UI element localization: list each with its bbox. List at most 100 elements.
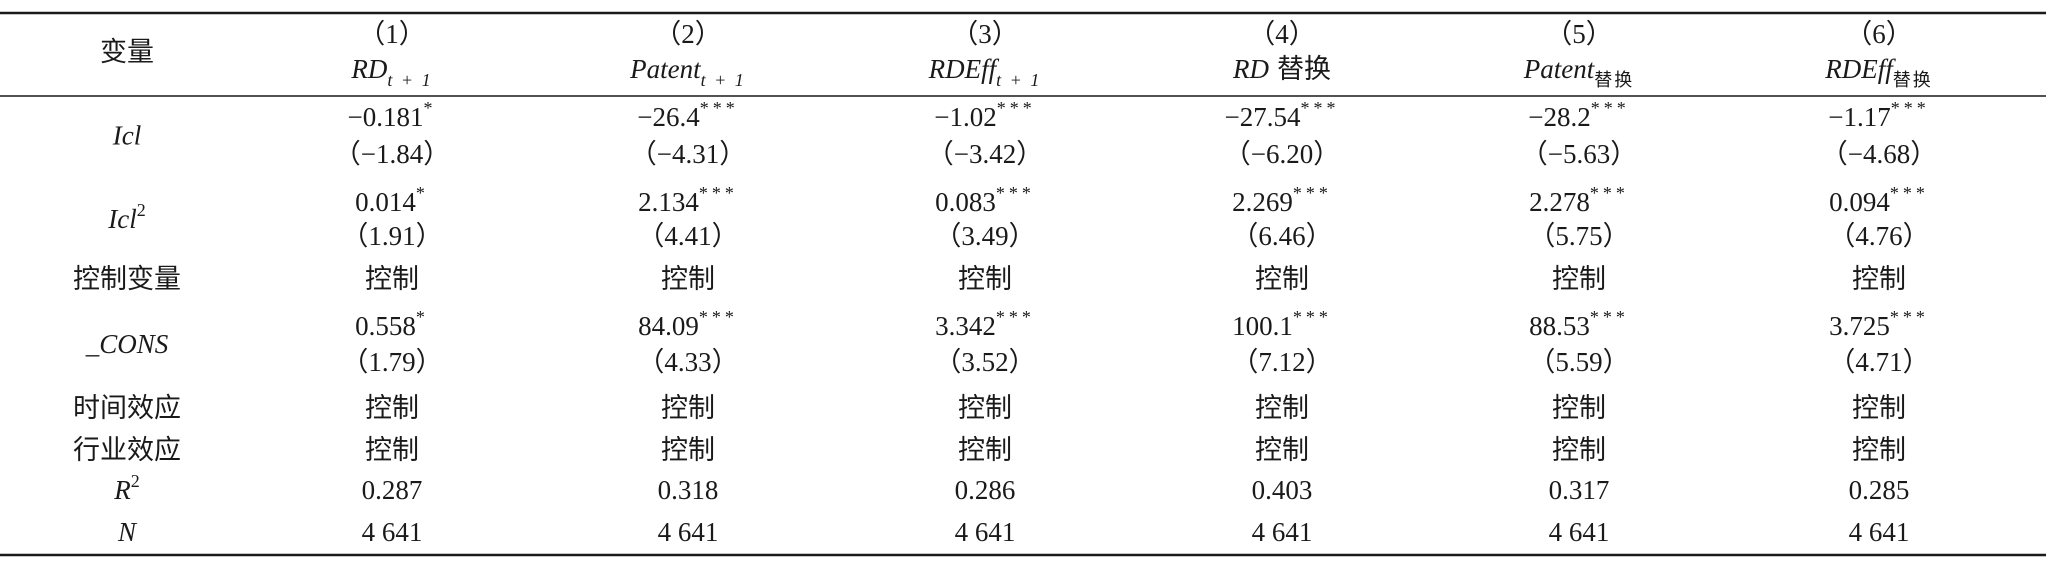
coefficient-star: *** xyxy=(1590,307,1629,327)
cell: 控制 xyxy=(365,264,419,294)
cell-main: 4 641 xyxy=(658,517,719,547)
column-number: （5） xyxy=(1545,19,1613,49)
cell-main: 控制 xyxy=(365,264,419,294)
coefficient-star: *** xyxy=(1300,98,1339,118)
cell-main: 控制 xyxy=(1852,264,1906,294)
row-label: Icl2 xyxy=(107,200,145,234)
t-statistic: （−4.31） xyxy=(630,139,746,169)
cell: 控制 xyxy=(1255,435,1309,465)
row-label-main: 行业效应 xyxy=(73,435,181,465)
column-number: （6） xyxy=(1845,19,1913,49)
coefficient-main: −27.54 xyxy=(1225,102,1301,132)
coefficient-main: −28.2 xyxy=(1528,102,1590,132)
column-name-main: RDEff xyxy=(928,54,1000,84)
coefficient: 100.1*** xyxy=(1232,307,1332,341)
cell: 控制 xyxy=(958,435,1012,465)
t-statistic-main: （−4.31） xyxy=(630,139,746,169)
column-number: （1） xyxy=(358,19,426,49)
column-name-main: RD xyxy=(1232,54,1269,84)
cell: 0.285 xyxy=(1849,475,1910,505)
coefficient: 2.134*** xyxy=(638,183,738,217)
coefficient-star: *** xyxy=(996,307,1035,327)
coefficient-main: −0.181 xyxy=(348,102,424,132)
cell: 4 641 xyxy=(1849,517,1910,547)
coefficient-star: *** xyxy=(1890,183,1929,203)
t-statistic: （3.49） xyxy=(934,221,1035,251)
cell: 0.287 xyxy=(362,475,423,505)
cell-main: 控制 xyxy=(958,393,1012,423)
column-name-main: RDEff xyxy=(1824,54,1896,84)
coefficient-star: *** xyxy=(699,183,738,203)
coefficient-main: −26.4 xyxy=(637,102,700,132)
coefficient-star: * xyxy=(423,98,436,118)
column-name-gap: 替换 xyxy=(1277,54,1331,84)
cell-main: 控制 xyxy=(661,393,715,423)
row-label: 控制变量 xyxy=(73,264,181,294)
coefficient-star: *** xyxy=(1891,98,1930,118)
column-number-main: （6） xyxy=(1845,19,1913,49)
cell: 控制 xyxy=(661,435,715,465)
cell-main: 控制 xyxy=(1552,393,1606,423)
column-name: Patentt + 1 xyxy=(629,54,746,90)
t-statistic: （−5.63） xyxy=(1521,139,1637,169)
cell-main: 控制 xyxy=(1552,264,1606,294)
coefficient-star: *** xyxy=(996,183,1035,203)
column-number: （2） xyxy=(654,19,722,49)
cell: 4 641 xyxy=(1549,517,1610,547)
cell: 控制 xyxy=(1852,393,1906,423)
coefficient: 84.09*** xyxy=(638,307,738,341)
row-label-sup: 2 xyxy=(131,471,140,491)
column-number-main: （5） xyxy=(1545,19,1613,49)
t-statistic: （3.52） xyxy=(934,347,1035,377)
column-name-sub: 替换 xyxy=(1893,70,1933,90)
coefficient: −26.4*** xyxy=(637,98,738,132)
cell-main: 0.317 xyxy=(1549,475,1610,505)
t-statistic: （1.91） xyxy=(341,221,442,251)
coefficient-main: 88.53 xyxy=(1529,311,1590,341)
coefficient: 0.558* xyxy=(355,307,429,341)
coefficient-main: 2.269 xyxy=(1232,187,1293,217)
coefficient: −1.17*** xyxy=(1828,98,1929,132)
coefficient-star: *** xyxy=(1293,183,1332,203)
cell: 控制 xyxy=(1552,264,1606,294)
column-number-main: （1） xyxy=(358,19,426,49)
coefficient-main: −1.17 xyxy=(1828,102,1890,132)
cell-main: 控制 xyxy=(365,435,419,465)
cell-main: 控制 xyxy=(1255,393,1309,423)
coefficient: −28.2*** xyxy=(1528,98,1629,132)
t-statistic-main: （5.75） xyxy=(1528,221,1629,251)
column-name-main: Patent xyxy=(1523,54,1596,84)
t-statistic: （−6.20） xyxy=(1224,139,1340,169)
t-statistic-main: （5.59） xyxy=(1528,347,1629,377)
coefficient-main: −1.02 xyxy=(934,102,996,132)
coefficient: 88.53*** xyxy=(1529,307,1629,341)
row-label-sup: 2 xyxy=(137,200,146,220)
cell: 控制 xyxy=(661,393,715,423)
cell-main: 控制 xyxy=(1255,264,1309,294)
column-number: （4） xyxy=(1248,19,1316,49)
coefficient: −27.54*** xyxy=(1225,98,1340,132)
coefficient: 0.014* xyxy=(355,183,429,217)
column-name-main: Patent xyxy=(629,54,702,84)
t-statistic-main: （1.79） xyxy=(341,347,442,377)
row-label-main: N xyxy=(117,517,138,547)
coefficient-main: 0.094 xyxy=(1829,187,1890,217)
t-statistic-main: （3.52） xyxy=(934,347,1035,377)
t-statistic-main: （6.46） xyxy=(1231,221,1332,251)
cell: 控制 xyxy=(1852,435,1906,465)
cell: 控制 xyxy=(958,264,1012,294)
cell: 控制 xyxy=(958,393,1012,423)
column-name-sub: t + 1 xyxy=(387,70,432,90)
t-statistic: （1.79） xyxy=(341,347,442,377)
row-label: R2 xyxy=(113,471,140,505)
row-label: Icl xyxy=(112,121,141,151)
coefficient-main: 0.558 xyxy=(355,311,416,341)
cell: 0.317 xyxy=(1549,475,1610,505)
row-label: 行业效应 xyxy=(73,435,181,465)
cell: 0.318 xyxy=(658,475,719,505)
row-label: _CONS xyxy=(85,329,169,359)
cell-main: 控制 xyxy=(1255,435,1309,465)
coefficient-main: 100.1 xyxy=(1232,311,1293,341)
t-statistic-main: （4.33） xyxy=(637,347,738,377)
t-statistic: （5.59） xyxy=(1528,347,1629,377)
